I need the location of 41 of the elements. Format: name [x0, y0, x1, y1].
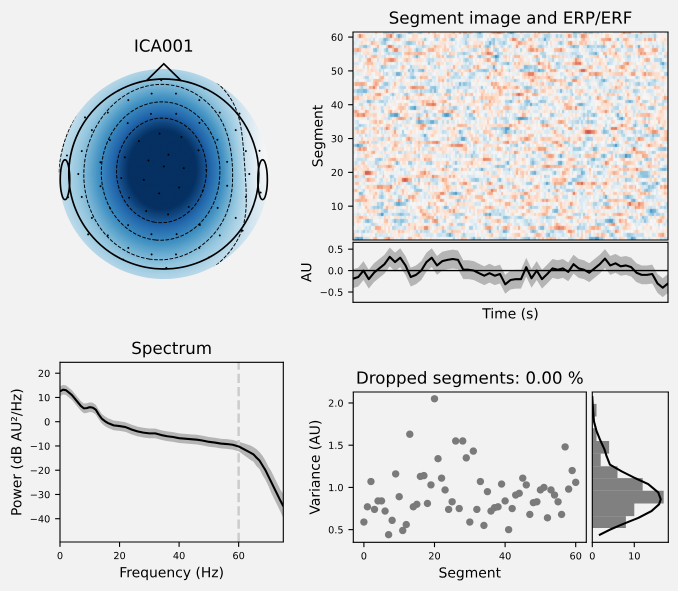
y-tick-label: 20: [332, 168, 343, 176]
y-tick-label: 1.0: [329, 484, 343, 492]
y-axis-title: Power (dB AU²/Hz): [10, 390, 24, 515]
chart-title: Segment image and ERP/ERF: [390, 11, 632, 28]
x-tick-label: 20: [114, 552, 126, 560]
chart-title: Dropped segments: 0.00 %: [358, 371, 583, 388]
y-tick-label: 40: [331, 101, 343, 109]
text: ICA001: [136, 39, 192, 52]
y-tick-label: 0.5: [328, 526, 343, 534]
x-tick-label: 60: [233, 552, 244, 560]
y-tick-label: 60: [332, 34, 343, 41]
y-tick-label: −10: [30, 442, 50, 450]
y-tick-label: 20: [38, 370, 50, 378]
y-tick-label: −0.5: [320, 288, 342, 296]
y-tick-label: 10: [38, 394, 50, 402]
y-tick-label: −40: [30, 515, 50, 523]
x-tick-label: 10: [629, 552, 640, 560]
x-axis-title: Time (s): [482, 308, 538, 320]
x-tick-label: 40: [499, 552, 511, 560]
y-tick-label: −30: [30, 490, 50, 498]
y-tick-label: −20: [30, 466, 50, 474]
y-tick-label: 50: [332, 67, 343, 75]
x-tick-label: 40: [173, 552, 185, 560]
x-tick-label: 0: [590, 552, 595, 560]
x-tick-label: 0: [58, 552, 62, 560]
y-tick-label: 0: [44, 418, 50, 426]
y-axis-title: AU: [301, 264, 312, 282]
x-tick-label: 20: [429, 552, 440, 560]
y-tick-label: 2.0: [328, 399, 343, 407]
x-axis-title: Segment: [439, 567, 501, 580]
y-axis-title: Segment: [312, 105, 326, 166]
y-tick-label: 30: [332, 135, 343, 142]
x-tick-label: 60: [570, 552, 582, 560]
y-tick-label: 10: [332, 202, 343, 210]
x-tick-label: 0: [361, 552, 366, 560]
y-tick-label: 0.5: [328, 246, 342, 253]
y-tick-label: 1.5: [329, 442, 343, 450]
x-axis-title: Frequency (Hz): [120, 566, 223, 580]
y-axis-title: Variance (AU): [309, 420, 322, 514]
chart-title: Spectrum: [132, 342, 211, 358]
y-tick-label: 0.0: [328, 267, 343, 274]
